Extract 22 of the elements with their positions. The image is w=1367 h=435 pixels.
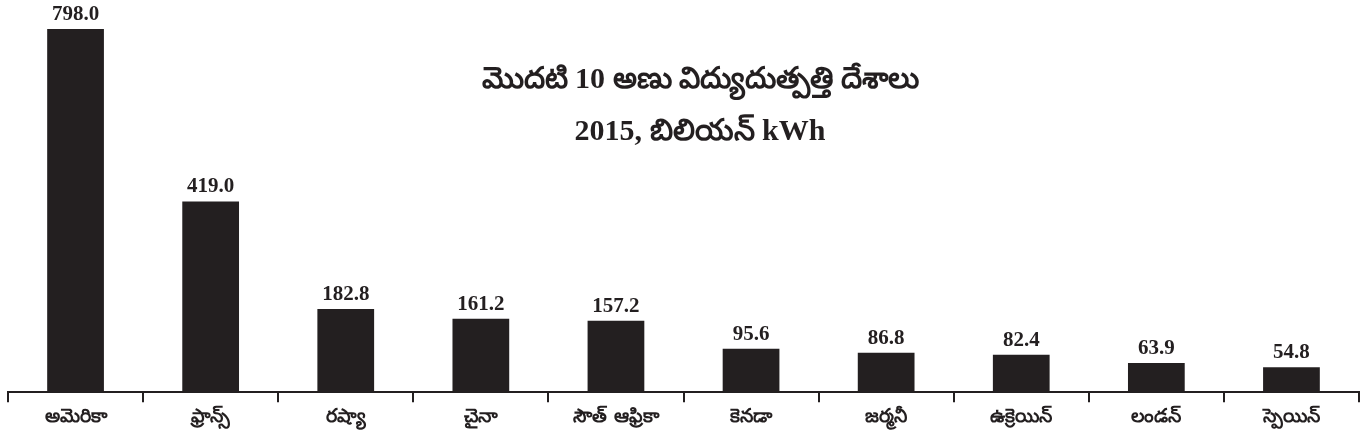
data-label: 82.4 (1002, 326, 1041, 351)
x-tick-label: కెనడా (729, 403, 774, 426)
x-tick-label: ఉక్రెయిన్ (990, 403, 1054, 428)
data-label: 419.0 (187, 173, 235, 198)
x-tick-label: జర్మనీ (865, 403, 909, 430)
x-tick-label: అమెరికా (44, 403, 108, 426)
x-tick-label: స్పెయిన్ (1261, 403, 1321, 429)
text: మొదటి 10 అణు విద్యుదుత్పత్తి దేశాలు (480, 60, 920, 102)
x-tick-label: రష్యా (325, 403, 367, 430)
data-label: 157.2 (592, 292, 640, 317)
data-label: 798.0 (51, 0, 100, 25)
x-tick-label: చైనా (463, 403, 498, 429)
x-tick-label: సౌత్ ఆఫ్రికా (573, 403, 660, 428)
x-tick-label: లండన్ (1131, 403, 1183, 426)
x-tick-label: ఫ్రాన్స్ (190, 403, 232, 429)
text: 2015, బిలియన్ kWh (573, 112, 827, 148)
data-label: 54.8 (1273, 339, 1310, 364)
data-label: 161.2 (457, 290, 505, 315)
data-label: 95.6 (732, 320, 770, 345)
data-label: 63.9 (1137, 335, 1175, 360)
data-label: 182.8 (322, 280, 370, 305)
data-label: 86.8 (867, 324, 905, 349)
